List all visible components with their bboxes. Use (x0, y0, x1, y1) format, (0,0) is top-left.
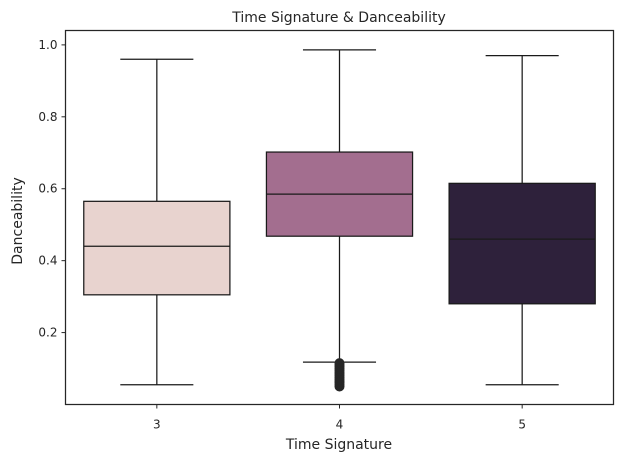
y-axis: 0.2 0.4 0.6 0.8 1.0 (38, 38, 66, 340)
x-tick-label: 4 (336, 418, 344, 432)
x-tick-label: 5 (518, 418, 526, 432)
y-tick-label: 0.8 (38, 110, 57, 124)
boxes-layer (83, 49, 596, 392)
x-axis-label: Time Signature (285, 437, 392, 453)
x-tick-label: 3 (153, 418, 161, 432)
y-tick-label: 0.2 (38, 326, 57, 340)
y-axis-label: Danceability (10, 177, 26, 264)
box-5 (448, 55, 596, 386)
x-axis: 3 4 5 (153, 404, 526, 432)
chart-title: Time Signature & Danceability (231, 10, 446, 26)
iqr-box (83, 200, 231, 296)
iqr-box (448, 182, 596, 305)
outlier-point (334, 358, 345, 369)
box-4 (265, 49, 414, 392)
y-tick-label: 0.4 (38, 254, 57, 268)
box-3 (83, 58, 231, 386)
y-tick-label: 1.0 (38, 38, 57, 52)
y-tick-label: 0.6 (38, 182, 57, 196)
